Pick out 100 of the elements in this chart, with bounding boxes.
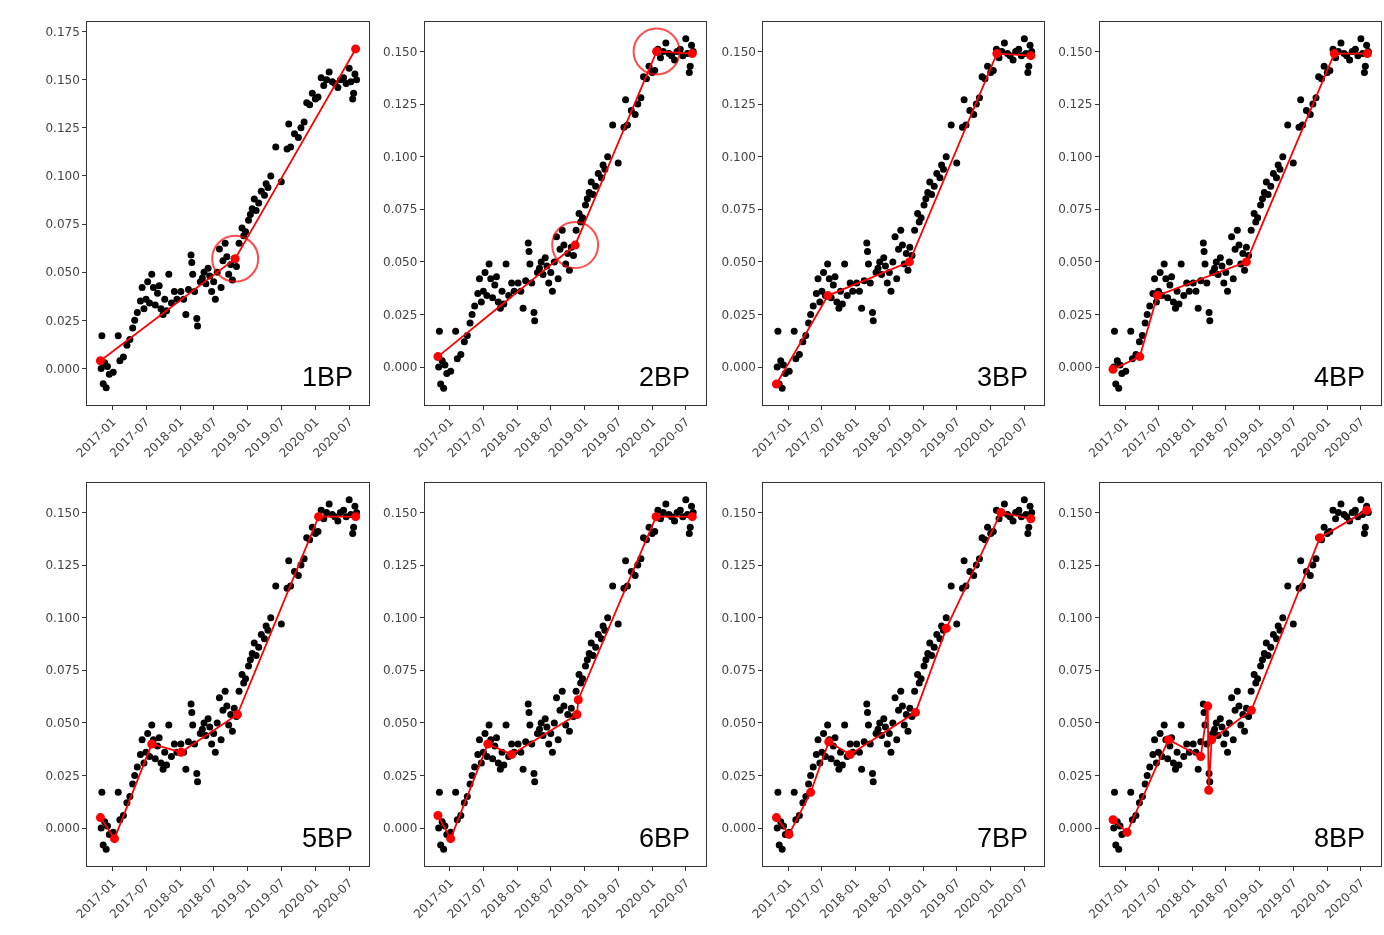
y-tick-label: 0.000 — [1058, 821, 1093, 836]
point — [1362, 49, 1372, 59]
point — [1246, 705, 1256, 715]
point — [1135, 352, 1145, 362]
y-tick-label: 0.050 — [1058, 255, 1093, 270]
y-tick-label: 0.100 — [45, 610, 80, 625]
annotation: 1BP — [302, 362, 354, 392]
annotation: 4BP — [1314, 362, 1366, 392]
annotation: 3BP — [977, 362, 1029, 392]
y-tick-label: 0.150 — [45, 505, 80, 520]
y-tick-label: 0.150 — [45, 72, 80, 87]
y-tick-label: 0.100 — [721, 149, 756, 164]
point — [483, 739, 493, 749]
y-tick-label: 0.125 — [721, 97, 756, 112]
y-tick-label: 0.025 — [721, 307, 756, 322]
point — [314, 512, 324, 522]
annotation: 2BP — [639, 362, 691, 392]
annotation: 5BP — [302, 823, 354, 853]
y-tick-label: 0.075 — [721, 202, 756, 217]
point — [911, 707, 921, 717]
point — [351, 44, 361, 54]
y-tick-label: 0.075 — [1058, 202, 1093, 217]
annotation: 6BP — [639, 823, 691, 853]
y-tick-label: 0.150 — [1058, 44, 1093, 59]
point — [95, 356, 105, 366]
y-tick-label: 0.050 — [383, 255, 418, 270]
y-tick-label: 0.150 — [721, 44, 756, 59]
point — [771, 813, 781, 823]
y-tick-label: 0.175 — [45, 24, 80, 39]
y-tick-label: 0.025 — [721, 768, 756, 783]
y-tick-label: 0.025 — [383, 768, 418, 783]
point — [351, 512, 361, 522]
y-tick-label: 0.050 — [383, 716, 418, 731]
point — [806, 787, 816, 797]
y-tick-label: 0.150 — [383, 44, 418, 59]
y-tick-label: 0.100 — [721, 610, 756, 625]
point — [176, 747, 186, 757]
y-tick-label: 0.075 — [721, 663, 756, 678]
y-tick-label: 0.125 — [45, 558, 80, 573]
y-tick-label: 0.050 — [45, 265, 80, 280]
point — [572, 709, 582, 719]
y-tick-label: 0.075 — [1058, 663, 1093, 678]
y-tick-label: 0.100 — [383, 149, 418, 164]
point — [1329, 49, 1339, 59]
point — [147, 739, 157, 749]
y-tick-label: 0.100 — [1058, 149, 1093, 164]
point — [1196, 752, 1206, 762]
y-tick-label: 0.150 — [383, 505, 418, 520]
y-tick-label: 0.075 — [383, 663, 418, 678]
point — [1203, 701, 1213, 711]
point — [446, 834, 456, 844]
y-tick-label: 0.000 — [45, 821, 80, 836]
y-tick-label: 0.075 — [383, 202, 418, 217]
y-tick-label: 0.100 — [1058, 610, 1093, 625]
y-tick-label: 0.050 — [721, 255, 756, 270]
y-tick-label: 0.150 — [721, 505, 756, 520]
point — [1204, 785, 1214, 795]
y-tick-label: 0.100 — [383, 610, 418, 625]
y-tick-label: 0.050 — [721, 716, 756, 731]
y-tick-label: 0.150 — [1058, 505, 1093, 520]
y-tick-label: 0.125 — [721, 558, 756, 573]
y-tick-label: 0.125 — [1058, 558, 1093, 573]
y-tick-label: 0.000 — [721, 821, 756, 836]
point — [845, 749, 855, 759]
y-tick-label: 0.025 — [45, 313, 80, 328]
y-tick-label: 0.100 — [45, 169, 80, 184]
y-tick-label: 0.000 — [45, 361, 80, 376]
point — [573, 695, 583, 705]
y-tick-label: 0.050 — [1058, 716, 1093, 731]
point — [95, 813, 105, 823]
point — [904, 257, 914, 267]
point — [1241, 257, 1251, 267]
y-tick-label: 0.000 — [383, 360, 418, 375]
y-tick-label: 0.025 — [1058, 768, 1093, 783]
y-tick-label: 0.000 — [1058, 360, 1093, 375]
annotation: 7BP — [977, 823, 1029, 853]
y-tick-label: 0.075 — [45, 217, 80, 232]
y-tick-label: 0.125 — [1058, 97, 1093, 112]
y-tick-label: 0.025 — [45, 768, 80, 783]
y-tick-label: 0.000 — [383, 821, 418, 836]
point — [651, 512, 661, 522]
y-tick-label: 0.125 — [45, 121, 80, 136]
y-tick-label: 0.025 — [383, 307, 418, 322]
y-tick-label: 0.125 — [383, 558, 418, 573]
y-tick-label: 0.075 — [45, 663, 80, 678]
y-tick-label: 0.025 — [1058, 307, 1093, 322]
point — [941, 623, 951, 633]
y-tick-label: 0.000 — [721, 360, 756, 375]
point — [1207, 735, 1217, 745]
annotation: 8BP — [1314, 823, 1366, 853]
y-tick-label: 0.050 — [45, 716, 80, 731]
point — [992, 49, 1002, 59]
point — [1026, 51, 1036, 61]
point — [1152, 291, 1162, 301]
y-tick-label: 0.125 — [383, 97, 418, 112]
point — [771, 379, 781, 389]
point — [1026, 514, 1036, 524]
point — [687, 512, 697, 522]
point — [1108, 815, 1118, 825]
point — [110, 834, 119, 844]
